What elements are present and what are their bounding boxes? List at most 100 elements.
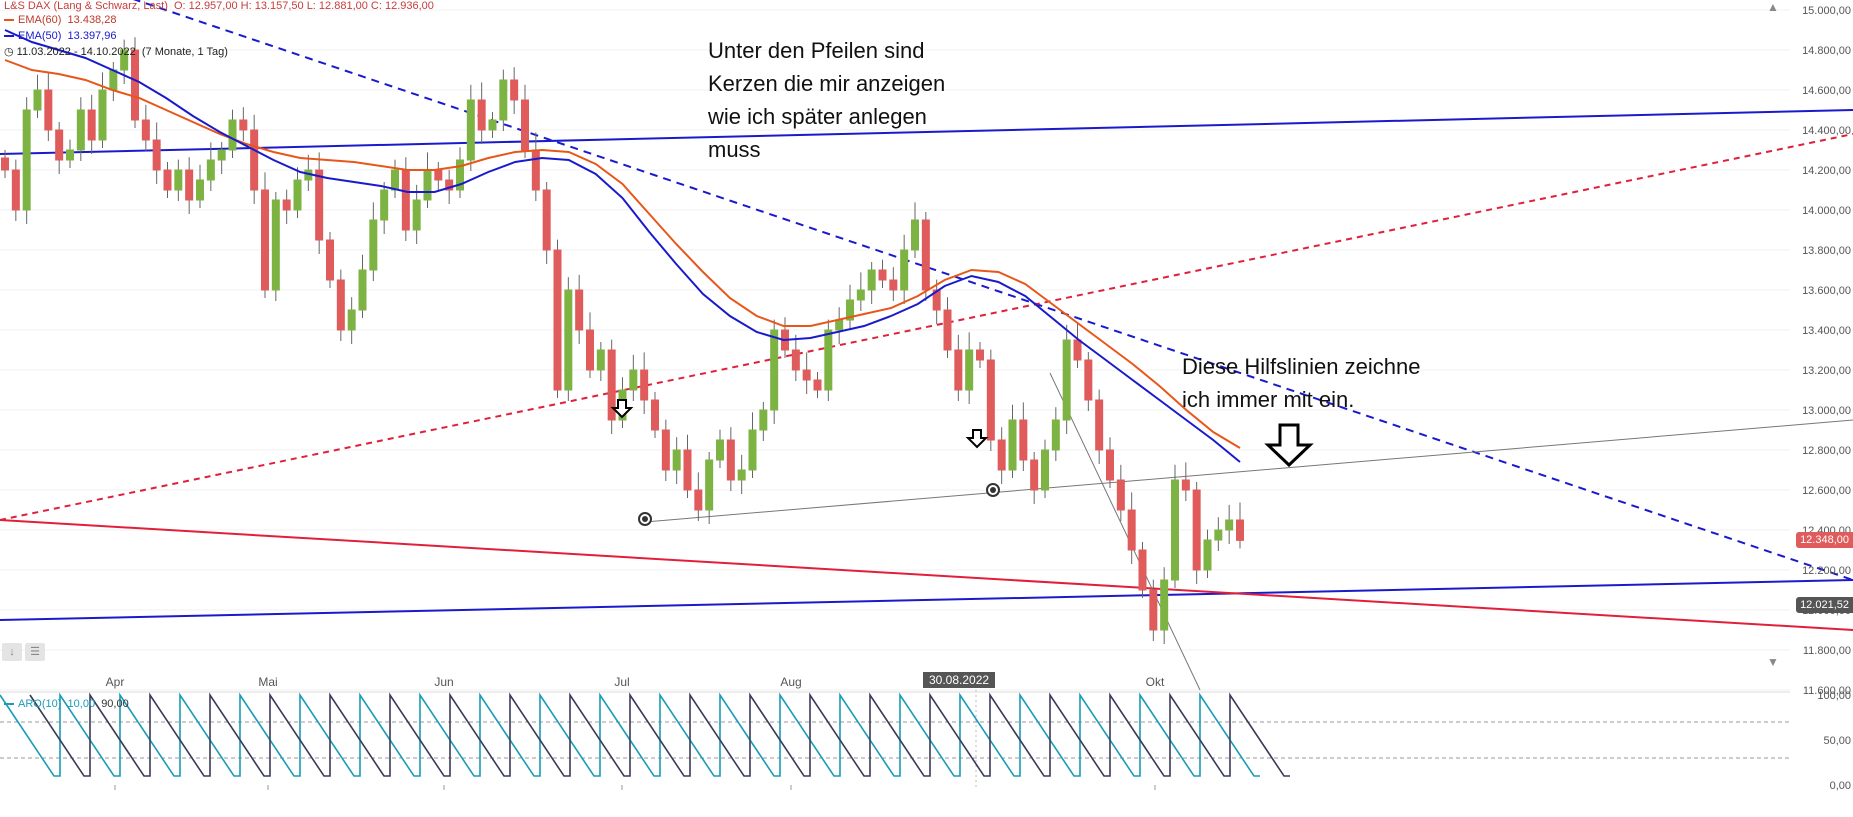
candle-body xyxy=(217,149,226,161)
candle-body xyxy=(889,279,898,291)
candle-body xyxy=(1214,529,1223,541)
x-tick-label: Aug xyxy=(780,675,801,689)
y-tick-label: 14.600,00 xyxy=(1802,85,1851,97)
y-tick-label: 14.200,00 xyxy=(1802,165,1851,177)
candle-body xyxy=(282,199,291,211)
candle-body xyxy=(629,369,638,391)
aroon-legend[interactable]: ARO(10) 10,00 90,00 xyxy=(4,698,129,710)
candle-body xyxy=(640,369,649,401)
aroon-up-line xyxy=(0,692,1260,777)
candle-body xyxy=(369,219,378,271)
candle-body xyxy=(846,299,854,321)
x-tick-label: Apr xyxy=(106,675,125,689)
candle-body xyxy=(586,329,594,371)
candle-body xyxy=(596,349,605,371)
x-tick-label: Jun xyxy=(434,675,453,689)
ema-lines xyxy=(4,29,1241,463)
candle-body xyxy=(33,89,42,111)
candle-body xyxy=(1019,419,1028,461)
candle-body xyxy=(358,269,367,311)
y-tick-label: 14.000,00 xyxy=(1802,205,1851,217)
download-icon[interactable]: ↓ xyxy=(2,643,22,661)
arrow-marker-icon xyxy=(965,429,989,449)
candle-body xyxy=(867,269,876,291)
candle-body xyxy=(1181,479,1190,491)
candle-body xyxy=(1,157,9,171)
menu-icon[interactable]: ☰ xyxy=(25,643,45,661)
ema60-line xyxy=(4,59,1241,449)
annotation-helper-lines: Diese Hilfslinien zeichne ich immer mit … xyxy=(1182,354,1421,412)
y-tick-label: 15.000,00 xyxy=(1802,5,1851,17)
candle-body xyxy=(488,119,497,131)
scroll-up-icon[interactable]: ▲ xyxy=(1767,0,1779,14)
candle-body xyxy=(401,169,410,231)
candle-body xyxy=(997,439,1006,471)
candle-body xyxy=(206,159,215,181)
ema50-line xyxy=(4,29,1241,463)
candle-body xyxy=(1041,449,1049,491)
candle-body xyxy=(261,189,269,291)
y-tick-label: 11.600,00 xyxy=(1803,685,1851,697)
last-price-tag: 12.348,00 xyxy=(1796,532,1853,548)
arrow-marker-icon xyxy=(610,399,634,419)
scroll-down-icon[interactable]: ▼ xyxy=(1767,655,1779,669)
aroon-tick-label: 0,00 xyxy=(1830,780,1851,792)
candle-body xyxy=(499,79,508,121)
candle-body xyxy=(347,309,356,331)
candle-body xyxy=(531,149,540,191)
candle-body xyxy=(921,219,930,291)
candle-body xyxy=(878,269,887,281)
candle-body xyxy=(986,359,995,441)
chart-title: L&S DAX (Lang & Schwarz, Last) O: 12.957… xyxy=(4,0,434,12)
candle-body xyxy=(152,139,161,171)
trendlines xyxy=(0,0,1853,691)
candle-body xyxy=(575,289,584,331)
candle-body xyxy=(911,219,919,251)
candle-body xyxy=(705,459,714,511)
legend-ema60[interactable]: EMA(60) 13.438,28 xyxy=(4,14,116,26)
candle-body xyxy=(759,409,768,431)
anchor-point-center xyxy=(990,487,996,493)
candle-body xyxy=(1030,459,1039,491)
candle-body xyxy=(1149,589,1158,631)
candle-body xyxy=(1171,479,1179,581)
candle-body xyxy=(131,49,139,121)
candle-body xyxy=(770,329,779,411)
y-tick-label: 12.800,00 xyxy=(1802,445,1851,457)
candle-body xyxy=(694,489,703,511)
candle-body xyxy=(250,129,259,191)
candle-body xyxy=(174,169,183,191)
candle-body xyxy=(1203,539,1212,571)
candle-body xyxy=(737,469,746,481)
candle-body xyxy=(456,159,464,191)
candle-body xyxy=(293,179,302,211)
candle-body xyxy=(141,119,150,141)
candle-body xyxy=(932,289,941,311)
candle-body xyxy=(466,99,475,161)
candle-body xyxy=(1051,419,1060,451)
candle-body xyxy=(239,119,248,131)
aroon-panel: 100,00 50,00 0,00 xyxy=(0,690,1851,792)
legend-ema50[interactable]: EMA(50) 13.397,96 xyxy=(4,30,116,42)
clock-icon: ◷ xyxy=(4,46,14,58)
candle-body xyxy=(900,249,909,291)
y-tick-label: 13.800,00 xyxy=(1802,245,1851,257)
candle-body xyxy=(835,319,844,331)
aroon-down-line xyxy=(29,692,1290,777)
blue-dashed-downtrend xyxy=(133,0,1853,581)
annotation-arrows: Unter den Pfeilen sind Kerzen die mir an… xyxy=(708,38,946,162)
candle-body xyxy=(98,89,107,141)
blue-resistance xyxy=(0,109,1853,155)
candle-body xyxy=(423,169,432,201)
candle-body xyxy=(791,349,800,371)
candle-body xyxy=(271,199,280,291)
date-range[interactable]: ◷ 11.03.2022 - 14.10.2022 (7 Monate, 1 T… xyxy=(4,46,228,58)
candle-body xyxy=(196,179,204,201)
x-axis: Apr Mai Jun Jul Aug Okt xyxy=(106,675,1165,790)
candle-body xyxy=(55,129,64,161)
candle-body xyxy=(607,349,616,421)
candle-body xyxy=(748,429,757,471)
candle-body xyxy=(672,449,681,471)
candle-body xyxy=(11,169,20,211)
candle-body xyxy=(1236,519,1244,541)
